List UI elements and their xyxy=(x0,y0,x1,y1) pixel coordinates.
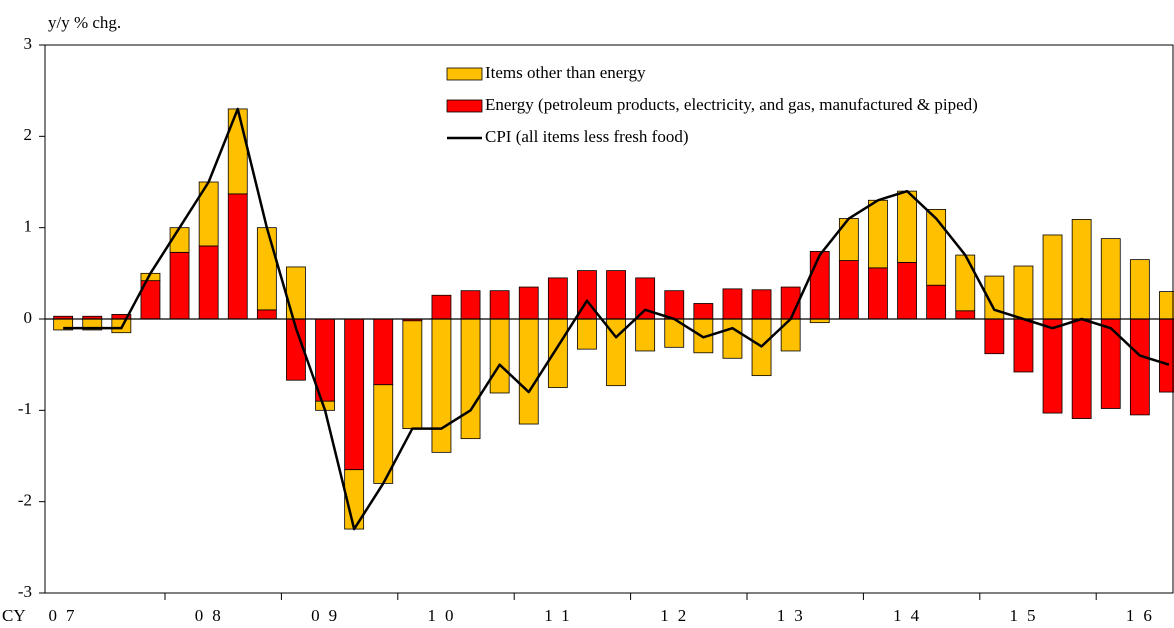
bar xyxy=(402,320,423,429)
bar xyxy=(1013,265,1034,320)
bar xyxy=(635,318,656,352)
bar xyxy=(868,267,888,320)
bar xyxy=(373,318,394,386)
bar xyxy=(518,318,539,425)
bar xyxy=(227,108,248,195)
bar xyxy=(897,261,917,320)
bar xyxy=(431,318,452,453)
x-tick-label: 09 xyxy=(311,606,346,625)
x-tick-label: 16 xyxy=(1126,606,1161,625)
bar xyxy=(1100,318,1121,409)
bar xyxy=(577,318,597,350)
bar xyxy=(1159,318,1174,393)
bar xyxy=(256,227,277,311)
bar xyxy=(955,254,976,312)
bar xyxy=(1042,234,1063,320)
y-tick-label: 2 xyxy=(24,125,33,144)
bar xyxy=(926,284,947,320)
bar xyxy=(838,260,859,320)
y-tick-label: 0 xyxy=(24,308,33,327)
bar xyxy=(868,199,888,269)
x-tick-label: 14 xyxy=(893,606,928,625)
y-axis-label: y/y % chg. xyxy=(48,13,121,32)
bar xyxy=(722,288,743,320)
legend-label: Items other than energy xyxy=(485,63,646,82)
bar xyxy=(489,290,510,320)
bar xyxy=(547,277,568,320)
y-tick-label: -1 xyxy=(18,399,32,418)
legend-swatch xyxy=(446,67,483,81)
bar xyxy=(518,286,539,320)
x-tick-label: 13 xyxy=(777,606,812,625)
x-tick-label: 07 xyxy=(49,606,84,625)
bar xyxy=(897,190,917,263)
bar xyxy=(1129,318,1150,416)
bar xyxy=(431,294,452,320)
bar xyxy=(460,318,481,440)
bar xyxy=(1042,318,1063,414)
x-tick-label: 08 xyxy=(195,606,230,625)
bar xyxy=(809,251,830,320)
bar xyxy=(198,245,219,320)
bar xyxy=(926,208,947,286)
bar xyxy=(344,318,365,471)
legend-label: Energy (petroleum products, electricity,… xyxy=(485,95,978,114)
bar xyxy=(722,318,743,359)
bar xyxy=(1129,259,1150,320)
y-tick-label: 1 xyxy=(24,217,33,236)
bar xyxy=(693,303,714,320)
x-tick-label: 10 xyxy=(428,606,463,625)
y-tick-label: -3 xyxy=(18,582,32,601)
line xyxy=(63,107,1170,531)
plot-area xyxy=(45,107,1174,531)
x-tick-label: 11 xyxy=(544,606,578,625)
bar xyxy=(1159,291,1174,320)
bar xyxy=(227,193,248,320)
legend-label: CPI (all items less fresh food) xyxy=(485,127,689,146)
bar xyxy=(838,218,859,261)
bar xyxy=(664,290,685,320)
bar xyxy=(169,251,190,320)
x-axis-label: CY xyxy=(2,606,26,625)
bar xyxy=(1071,318,1092,419)
bar xyxy=(489,318,510,394)
bar xyxy=(1013,318,1034,373)
legend-swatch xyxy=(446,99,483,113)
bar xyxy=(1100,238,1121,320)
bar xyxy=(286,266,306,320)
bar xyxy=(256,309,277,320)
y-tick-label: -2 xyxy=(18,491,32,510)
bar xyxy=(751,289,772,320)
x-tick-label: 15 xyxy=(1010,606,1045,625)
bar xyxy=(1071,219,1092,320)
bar xyxy=(547,318,568,388)
x-tick-label: 12 xyxy=(660,606,695,625)
bar xyxy=(984,318,1005,355)
bar xyxy=(955,310,976,320)
bar xyxy=(606,270,626,320)
y-tick-label: 3 xyxy=(24,34,33,53)
bar xyxy=(460,290,481,320)
